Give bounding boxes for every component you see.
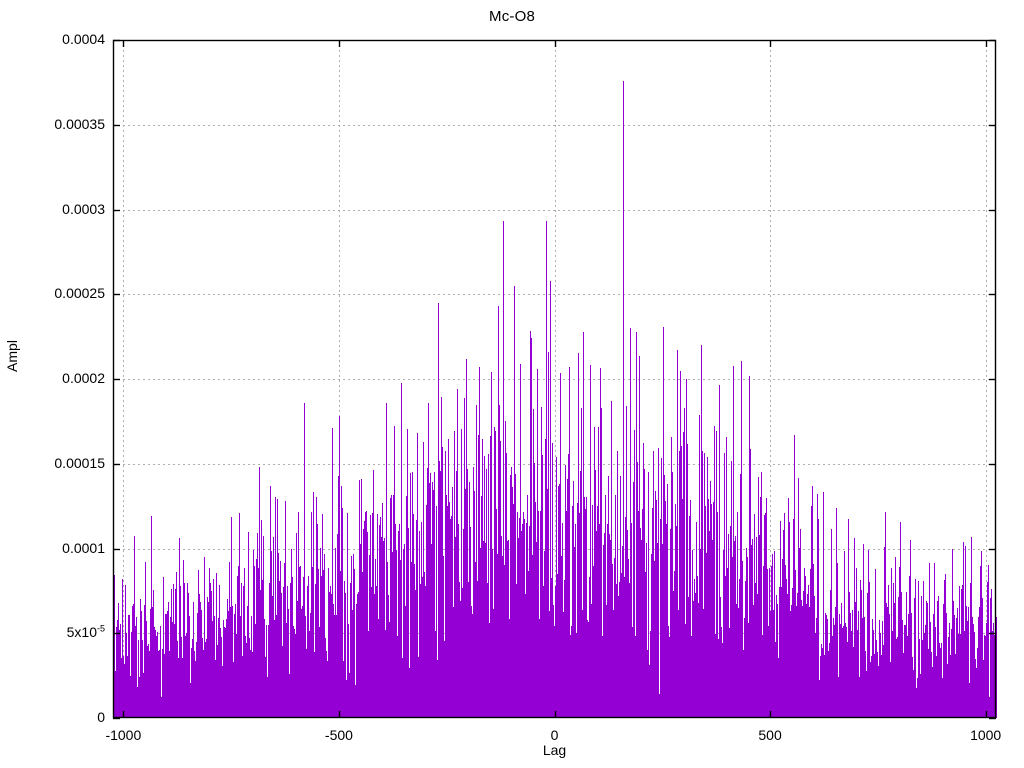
y-tick-label: 0.0002: [62, 370, 105, 386]
y-tick-label: 0.0003: [62, 200, 105, 217]
y-tick-label: 0.0004: [62, 31, 105, 47]
x-tick-label: -500: [324, 727, 353, 743]
y-tick-label: 0.0001: [62, 539, 105, 556]
x-axis-label: Lag: [542, 742, 567, 758]
y-tick-label: 0.00025: [54, 285, 105, 302]
y-tick-label: 0.00035: [54, 115, 105, 132]
chart-title: Mc-O8: [489, 8, 535, 25]
y-tick-label: 0.00015: [54, 454, 105, 471]
x-tick-label: 1000: [970, 727, 1002, 743]
x-tick-label: 500: [758, 727, 782, 743]
x-tick-label: 0: [550, 727, 559, 743]
x-tick-label: -1000: [105, 727, 142, 743]
axis-ticks: [113, 39, 996, 720]
y-tick-label: 5x10-5: [66, 623, 105, 641]
y-tick-label: 0: [97, 709, 105, 725]
